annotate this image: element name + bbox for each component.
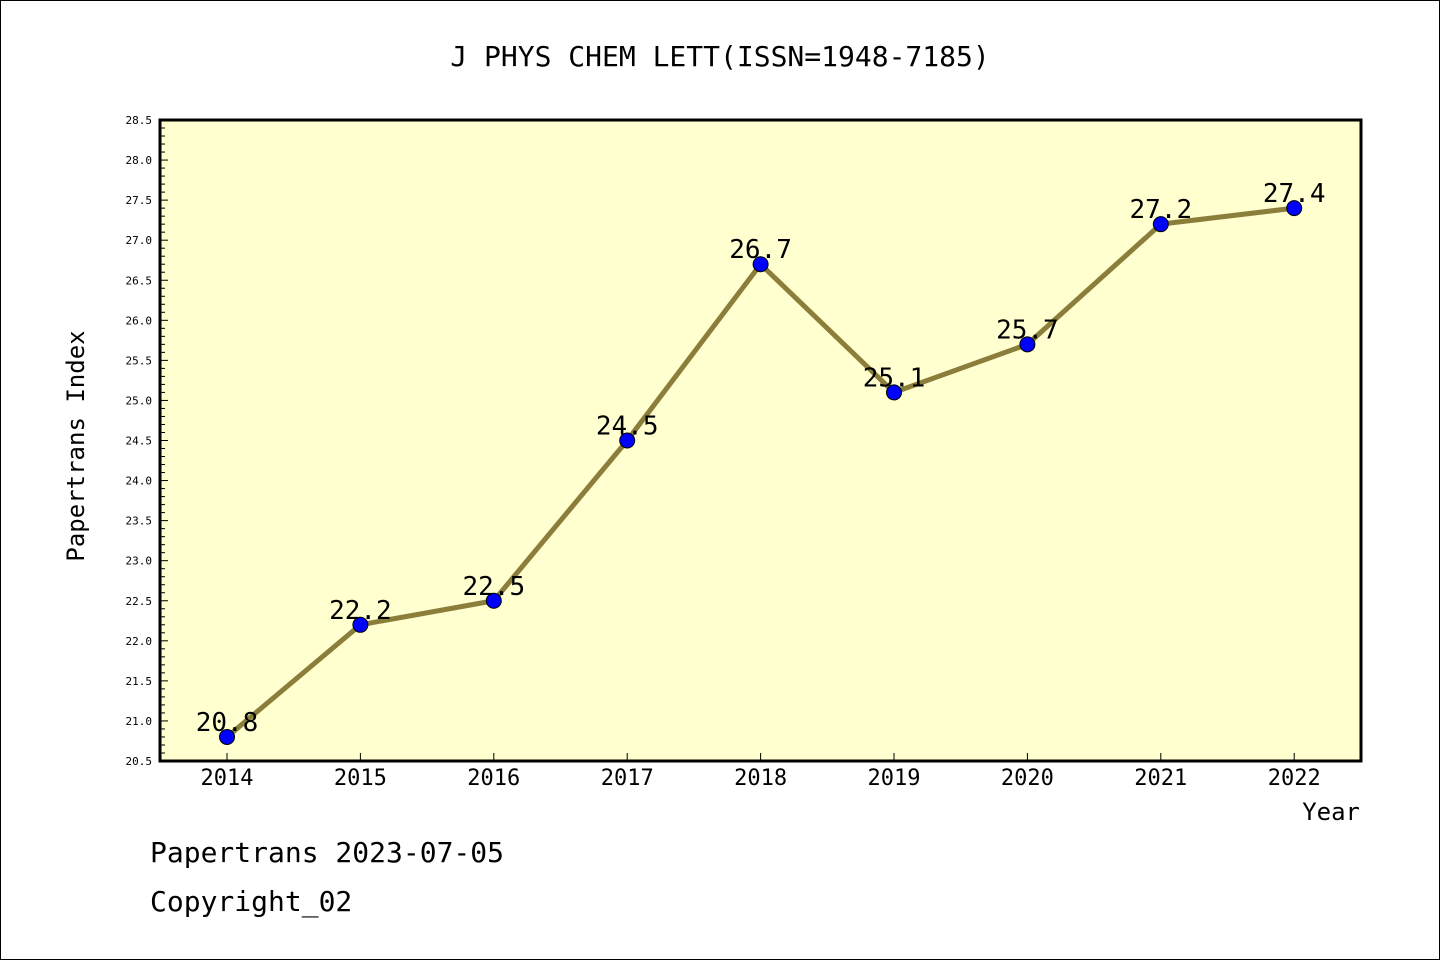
y-tick-label: 21.5	[126, 675, 153, 688]
y-tick-label: 24.0	[126, 475, 153, 488]
x-tick-label: 2019	[868, 766, 921, 791]
data-label: 27.4	[1263, 179, 1326, 209]
y-tick-label: 28.5	[126, 114, 153, 127]
data-point	[1286, 200, 1303, 217]
data-point	[219, 728, 235, 745]
y-tick-label: 28.0	[126, 154, 153, 167]
y-tick-label: 26.0	[126, 314, 153, 327]
data-label: 20.8	[196, 708, 259, 738]
x-axis-label: Year	[1302, 798, 1360, 826]
y-tick-label: 26.5	[126, 274, 153, 287]
y-axis: 20.5 21.0 21.5 22.0 22.5 23.0 23.5 24.0 24.5 25.0…	[126, 114, 168, 768]
data-labels: 20.8 22.2 22.5 24.5 26.7 25.1 25.7 27.2 27.4	[196, 179, 1326, 738]
data-label: 25.1	[863, 363, 926, 393]
data-point	[485, 592, 502, 609]
y-tick-label: 25.0	[126, 394, 153, 407]
x-tick-label: 2022	[1268, 766, 1321, 791]
data-label: 24.5	[596, 412, 659, 442]
y-tick-label: 23.0	[126, 555, 153, 568]
chart-title: J PHYS CHEM LETT(ISSN=1948-7185)	[450, 40, 989, 73]
x-tick-label: 2016	[467, 766, 520, 791]
y-tick-label: 23.5	[126, 515, 153, 528]
x-tick-label: 2018	[734, 766, 787, 791]
y-tick-label: 27.5	[126, 194, 153, 207]
data-points	[219, 200, 1303, 745]
data-label: 22.5	[462, 572, 525, 602]
footer-copyright: Copyright_02	[150, 885, 353, 918]
x-axis: 2014 2015 2016 2017 2018 2019 2020 2021 2022	[201, 753, 1321, 791]
y-tick-label: 22.5	[126, 595, 153, 608]
x-tick-label: 2017	[601, 766, 654, 791]
y-tick-label: 27.0	[126, 234, 153, 247]
y-tick-label: 24.5	[126, 435, 153, 448]
data-point	[886, 384, 902, 401]
data-point	[619, 432, 636, 449]
data-label: 27.2	[1129, 195, 1192, 225]
footer-date: Papertrans 2023-07-05	[150, 836, 505, 869]
y-axis-label: Papertrans Index	[62, 330, 90, 561]
y-tick-label: 21.0	[126, 715, 153, 728]
y-tick-label: 20.5	[126, 755, 153, 768]
data-label: 22.2	[329, 596, 392, 626]
data-point	[1152, 216, 1169, 233]
y-tick-label: 25.5	[126, 354, 153, 367]
y-tick-label: 22.0	[126, 635, 153, 648]
data-label: 26.7	[729, 235, 792, 265]
x-tick-label: 2014	[201, 766, 254, 791]
data-point	[352, 616, 369, 633]
x-tick-label: 2020	[1001, 766, 1054, 791]
data-point	[752, 256, 769, 273]
data-label: 25.7	[996, 315, 1059, 345]
data-point	[1019, 336, 1036, 353]
x-tick-label: 2021	[1134, 766, 1187, 791]
x-tick-label: 2015	[334, 766, 387, 791]
